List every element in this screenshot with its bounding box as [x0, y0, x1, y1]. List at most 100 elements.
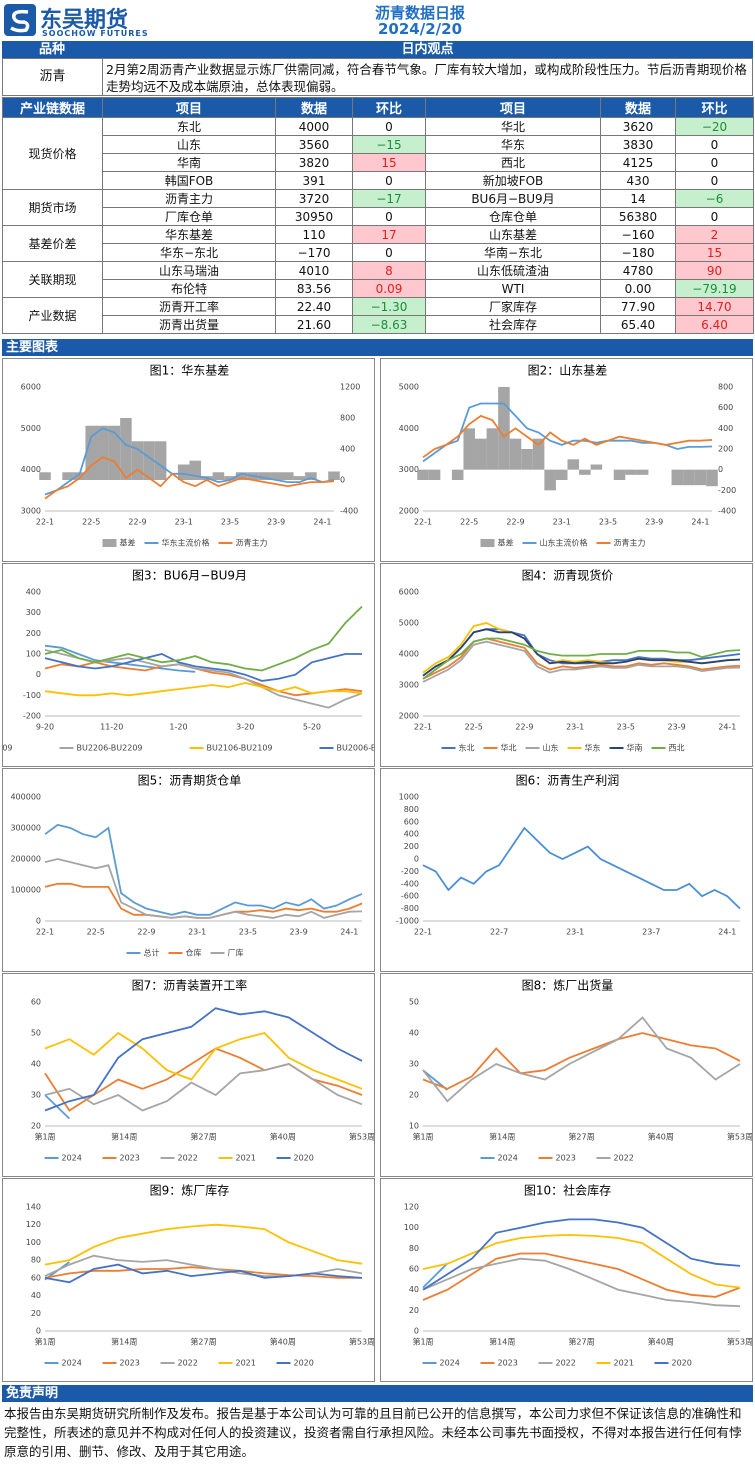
item-cell: WTI	[425, 279, 601, 298]
bar	[73, 472, 86, 480]
change-cell: 0	[352, 207, 426, 226]
value-cell: 430	[600, 171, 676, 190]
x-tick-label: 22-9	[137, 928, 155, 937]
bar	[567, 459, 580, 470]
y-tick-label: 60	[31, 998, 41, 1007]
change-cell: 15	[352, 153, 426, 172]
bar	[154, 441, 167, 480]
item-cell: 山东	[102, 135, 276, 154]
y-tick-label: -1000	[396, 917, 419, 926]
legend-label: 西北	[669, 744, 685, 753]
header-cell: 环比	[675, 97, 754, 118]
legend-label: BU2306-BU2309	[3, 744, 13, 753]
x-tick-label: 23-1	[188, 928, 206, 937]
x-tick-label: 第14周	[489, 1132, 515, 1142]
chart-title: 图4：沥青现货价	[522, 568, 614, 583]
series-line	[44, 644, 196, 673]
legend-label: 2024	[440, 1359, 460, 1368]
legend-label: 2023	[556, 1154, 576, 1163]
chart-title: 图9：炼厂库存	[150, 1183, 230, 1198]
chart-cell: 图6：沥青生产利润 -1000 -800 -600 -400 -200 0 200 400 600…	[380, 768, 753, 972]
y-tick-label: -200	[23, 712, 41, 721]
change-cell: 2	[675, 225, 754, 244]
chart-title: 图7：沥青装置开工率	[132, 978, 248, 993]
bar	[281, 472, 294, 480]
legend-swatch	[102, 539, 117, 547]
change-cell: 0	[675, 207, 754, 226]
y-tick-label: 20	[31, 1122, 41, 1131]
disclaimer-text: 本报告由东吴期货研究所制作及发布。报告是基于本公司认为可靠的且目前已公开的信息撰…	[4, 1406, 742, 1459]
value-cell: 14	[600, 189, 676, 208]
y-tick-label: 10	[409, 1122, 419, 1131]
y-tick-label: 40	[409, 1029, 419, 1038]
chart-title: 图1：华东基差	[150, 364, 230, 378]
x-tick-label: 22-7	[490, 928, 508, 937]
bar	[636, 469, 649, 475]
y2-tick-label: 400	[340, 445, 355, 454]
bar	[683, 469, 695, 486]
legend-label: 2023	[498, 1359, 518, 1368]
y2-tick-label: 1200	[340, 383, 360, 392]
y-tick-label: -600	[401, 892, 419, 901]
bar	[428, 469, 441, 480]
x-tick-label: 第53周	[727, 1337, 752, 1347]
item-cell: 布伦特	[102, 279, 276, 298]
y-tick-label: 800	[404, 805, 419, 814]
y-tick-label: 0	[36, 1327, 41, 1336]
bar	[120, 418, 132, 480]
series-line	[44, 681, 363, 697]
y-tick-label: 100	[404, 1223, 419, 1232]
legend-label: 华东主流价格	[162, 538, 210, 548]
change-cell: 6.40	[675, 315, 754, 334]
data-row: 期货市场 沥青主力 3720 −17 BU6月−BU9月 14 −6	[2, 189, 754, 226]
y-tick-label: 4000	[399, 650, 419, 659]
disclaimer-title: 免责声明	[2, 1385, 753, 1402]
y-tick-label: 6000	[399, 588, 419, 597]
legend-label: 2021	[236, 1154, 256, 1163]
legend-label: 仓库	[186, 948, 202, 958]
value-cell: −180	[600, 243, 676, 262]
value-cell: 21.60	[275, 315, 353, 334]
item-cell: 东北	[102, 117, 276, 136]
data-row: 华东−东北 −170 0 华南−东北 −180 15	[3, 243, 754, 262]
series-line	[422, 640, 741, 683]
legend-swatch	[480, 539, 495, 547]
y-tick-label: 6000	[21, 383, 41, 392]
x-tick-label: 22-5	[87, 928, 105, 937]
x-tick-label: 23-1	[566, 928, 584, 937]
y-tick-label: 1000	[399, 793, 419, 802]
y-tick-label: 200	[26, 629, 41, 638]
legend-label: BU2206-BU2209	[77, 744, 143, 753]
y2-tick-label: 200	[718, 445, 733, 454]
x-tick-label: 22-5	[460, 518, 478, 527]
category-cell: 现货价格	[2, 117, 103, 190]
y-tick-label: 50	[409, 998, 419, 1007]
change-cell: −20	[675, 117, 754, 136]
series-line	[44, 1223, 363, 1266]
item-cell: 沥青出货量	[102, 315, 276, 334]
x-tick-label: 5-20	[303, 723, 321, 732]
chart-cell: 图8：炼厂出货量 10 20 30 40 50 第1周 第14周 第27周 第40周 第53周 202…	[380, 973, 753, 1177]
legend-label: 2020	[672, 1359, 692, 1368]
y-tick-label: 100	[26, 650, 41, 659]
value-cell: 77.90	[600, 297, 676, 316]
change-cell: 0	[352, 243, 426, 262]
change-cell: 15	[675, 243, 754, 262]
x-tick-label: 第1周	[34, 1132, 55, 1142]
x-tick-label: 第27周	[190, 1132, 216, 1142]
x-tick-label: 第40周	[648, 1132, 674, 1142]
y-tick-label: 5000	[21, 424, 41, 433]
report-date: 2024/2/20	[377, 20, 463, 38]
chart-cell: 图10：社会库存 0 20 40 60 80 100 120 第1周 第14周 第27周 第40周 第5…	[380, 1178, 753, 1382]
chart-cell: 图2：山东基差 2000 3000 4000 5000 -400 -200 0 200 400 60…	[380, 358, 753, 562]
y2-tick-label: -400	[340, 507, 358, 516]
data-row: 产业数据 沥青开工率 22.40 −1.30 厂家库存 77.90 14.70	[2, 297, 754, 334]
y-tick-label: 100000	[10, 886, 41, 895]
series-line	[422, 628, 741, 677]
x-tick-label: 22-5	[82, 518, 100, 527]
chart-title: 图2：山东基差	[528, 364, 608, 378]
x-tick-label: 第14周	[111, 1132, 137, 1142]
item-cell: BU6月−BU9月	[425, 189, 601, 208]
chart-cell: 图9：炼厂库存 0 20 40 60 80 100 120 140 第1周 第14周 第27周 第40周…	[2, 1178, 375, 1382]
bar	[671, 469, 684, 486]
